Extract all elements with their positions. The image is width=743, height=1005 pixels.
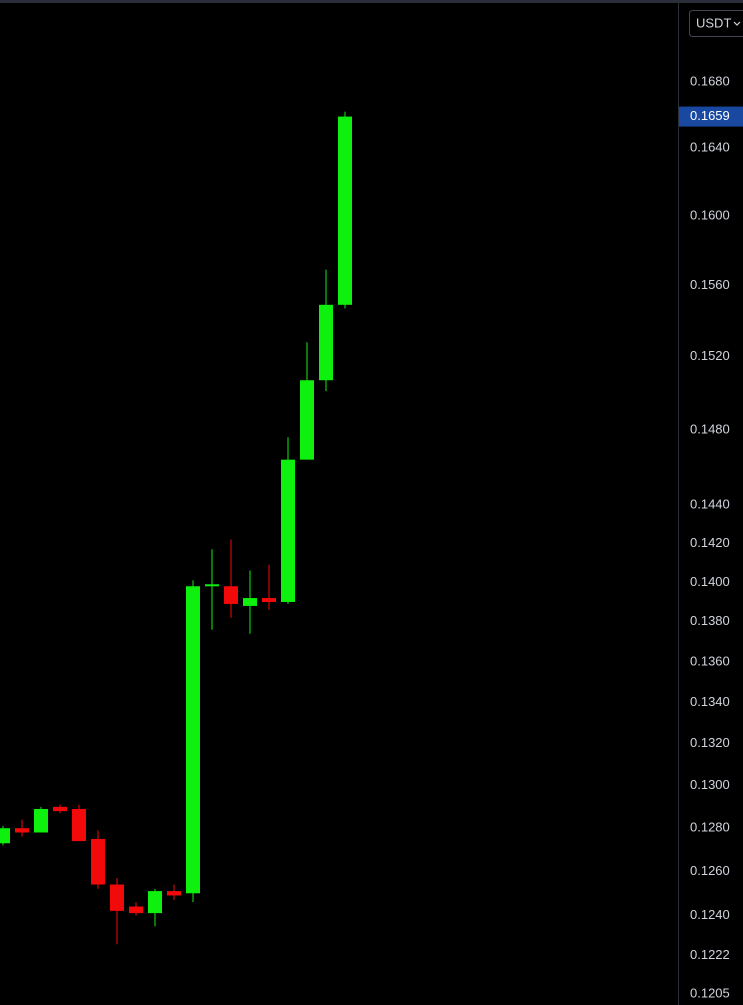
- candle-body: [205, 584, 219, 587]
- y-tick-label: 0.1205: [690, 985, 730, 1000]
- last-price-box: [679, 106, 743, 127]
- y-tick-label: 0.1440: [690, 496, 730, 511]
- candle-body: [53, 806, 67, 812]
- candle-body: [262, 598, 276, 602]
- candle-body: [224, 586, 238, 604]
- currency-selector[interactable]: USDT: [689, 10, 743, 37]
- candle-body: [186, 586, 200, 894]
- candle-body: [72, 808, 86, 842]
- y-tick-label: 0.1340: [690, 694, 730, 709]
- y-tick-label: 0.1520: [690, 348, 730, 363]
- candle-body: [0, 828, 10, 844]
- y-tick-label: 0.1600: [690, 207, 730, 222]
- y-tick-label: 0.1300: [690, 777, 730, 792]
- y-tick-label: 0.1420: [690, 535, 730, 550]
- candle-body: [34, 808, 48, 833]
- candle-body: [15, 828, 29, 833]
- candle-body: [319, 304, 333, 381]
- candle-body: [281, 459, 295, 602]
- y-tick-label: 0.1280: [690, 820, 730, 835]
- y-tick-label: 0.1560: [690, 277, 730, 292]
- last-price-label: 0.1659: [690, 108, 730, 123]
- candle-body: [110, 884, 124, 911]
- candle-body: [148, 891, 162, 914]
- y-tick-label: 0.1380: [690, 613, 730, 628]
- y-tick-label: 0.1680: [690, 73, 730, 88]
- candle-body: [243, 598, 257, 606]
- selector-label[interactable]: USDT: [696, 15, 731, 30]
- candle-body: [167, 891, 181, 896]
- selector-box[interactable]: [689, 10, 743, 37]
- top-border: [0, 0, 743, 3]
- y-tick-label: 0.1480: [690, 421, 730, 436]
- candle-body: [300, 380, 314, 460]
- candle-body: [338, 116, 352, 305]
- y-tick-label: 0.1640: [690, 140, 730, 155]
- chevron[interactable]: [733, 21, 741, 26]
- y-tick-label: 0.1260: [690, 863, 730, 878]
- candle-body: [129, 906, 143, 914]
- y-tick-label: 0.1400: [690, 574, 730, 589]
- candle-body: [91, 838, 105, 885]
- y-tick-label: 0.1360: [690, 653, 730, 668]
- y-tick-label: 0.1320: [690, 735, 730, 750]
- y-tick-label: 0.1222: [690, 947, 730, 962]
- y-tick-label: 0.1240: [690, 907, 730, 922]
